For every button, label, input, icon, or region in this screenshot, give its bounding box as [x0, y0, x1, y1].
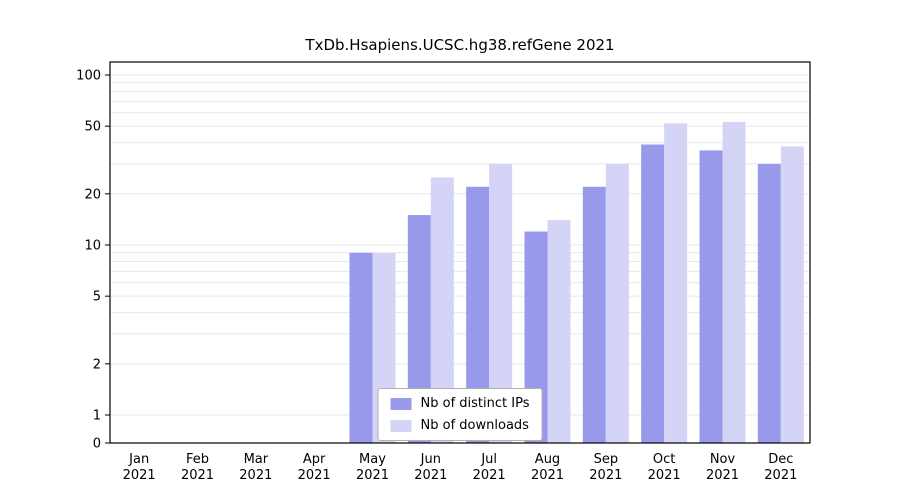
y-tick-label-10: 10 [84, 239, 101, 254]
x-label-year-feb: 2021 [181, 468, 214, 483]
bar-nb-of-distinct-ips-sep [582, 186, 606, 443]
y-tick-label-20: 20 [84, 187, 101, 202]
y-tick-label-50: 50 [84, 120, 101, 135]
y-tick-label-1: 1 [93, 409, 101, 424]
bar-nb-of-distinct-ips-jul [466, 186, 490, 443]
x-label-month-sep: Sep [594, 452, 619, 467]
x-label-year-sep: 2021 [589, 468, 622, 483]
x-label-year-jun: 2021 [414, 468, 447, 483]
legend-swatch-downloads [390, 419, 412, 432]
y-tick-label-100: 100 [76, 69, 101, 84]
bar-nb-of-distinct-ips-jun [407, 215, 431, 443]
y-tick-label-5: 5 [93, 290, 101, 305]
x-label-year-oct: 2021 [648, 468, 681, 483]
x-label-month-nov: Nov [710, 452, 736, 467]
x-label-year-apr: 2021 [298, 468, 331, 483]
bar-nb-of-downloads-jun [430, 177, 454, 443]
chart-legend: Nb of distinct IPs Nb of downloads [377, 388, 543, 441]
chart-title: TxDb.Hsapiens.UCSC.hg38.refGene 2021 [305, 36, 615, 54]
legend-item-distinct-ips: Nb of distinct IPs [390, 396, 530, 411]
y-tick-label-0: 0 [93, 437, 101, 452]
x-label-month-oct: Oct [653, 452, 675, 467]
x-label-month-mar: Mar [244, 452, 269, 467]
x-label-year-jul: 2021 [473, 468, 506, 483]
bar-nb-of-downloads-dec [780, 146, 804, 444]
x-label-month-apr: Apr [303, 452, 326, 467]
legend-swatch-distinct-ips [390, 397, 412, 410]
bar-nb-of-distinct-ips-dec [757, 163, 781, 443]
legend-label-downloads: Nb of downloads [420, 418, 529, 433]
x-label-year-dec: 2021 [764, 468, 797, 483]
legend-label-distinct-ips: Nb of distinct IPs [420, 396, 530, 411]
x-label-month-jan: Jan [128, 452, 149, 467]
bar-nb-of-downloads-aug [547, 220, 571, 443]
bar-nb-of-downloads-sep [605, 163, 629, 443]
y-tick-label-2: 2 [93, 357, 101, 372]
bar-nb-of-distinct-ips-may [349, 252, 373, 443]
bar-nb-of-downloads-jul [489, 163, 513, 443]
x-label-month-dec: Dec [768, 452, 793, 467]
x-label-month-may: May [359, 452, 386, 467]
x-label-month-aug: Aug [535, 452, 560, 467]
bar-nb-of-distinct-ips-nov [699, 150, 723, 443]
x-label-month-feb: Feb [186, 452, 209, 467]
bar-nb-of-downloads-nov [722, 121, 746, 443]
bar-nb-of-distinct-ips-oct [641, 144, 665, 443]
x-label-year-nov: 2021 [706, 468, 739, 483]
plot-border [109, 61, 811, 444]
x-label-year-jan: 2021 [123, 468, 156, 483]
legend-item-downloads: Nb of downloads [390, 418, 530, 433]
x-label-year-may: 2021 [356, 468, 389, 483]
x-label-year-mar: 2021 [239, 468, 272, 483]
x-label-year-aug: 2021 [531, 468, 564, 483]
x-label-month-jun: Jun [420, 452, 441, 467]
x-label-month-jul: Jul [480, 452, 497, 467]
bar-nb-of-downloads-oct [664, 123, 688, 444]
